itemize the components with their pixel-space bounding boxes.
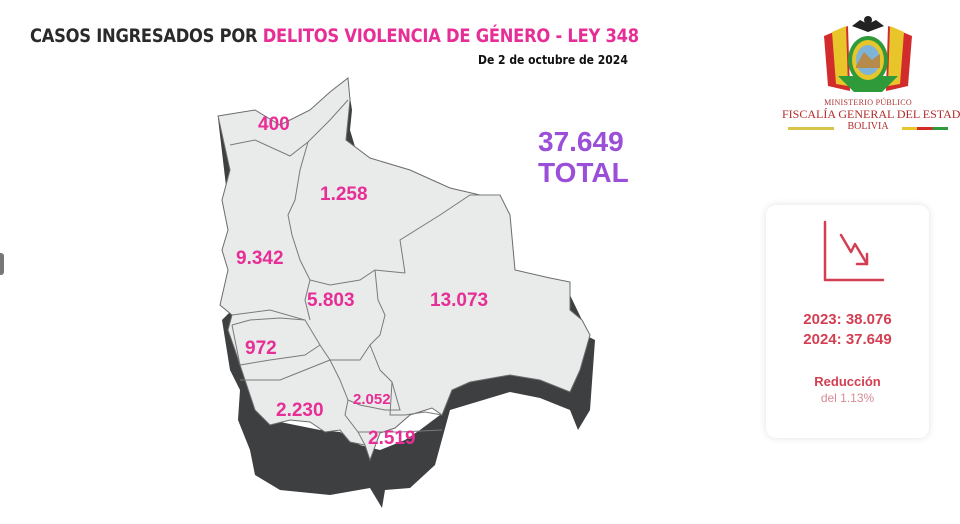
value-2024: 2024: 37.649 [803,331,892,348]
page-title: CASOS INGRESADOS POR DELITOS VIOLENCIA D… [30,25,639,47]
region-value-potosi: 2.230 [276,400,324,421]
coat-of-arms-icon [824,16,912,92]
fiscalia-logo: MINISTERIO PÚBLICO FISCALÍA GENERAL DEL … [782,8,960,136]
reduction-value: del 1.13% [820,391,875,405]
trending-down-chart-icon [823,220,885,282]
total-label: TOTAL [538,157,629,188]
title-highlight: DELITOS VIOLENCIA DE GÉNERO - LEY 348 [262,25,639,47]
logo-bar-left [788,127,834,130]
map-shape [217,77,595,508]
region-value-oruro: 972 [245,338,277,359]
region-value-la-paz: 9.342 [236,248,284,269]
reduction-label: Reducción [814,374,881,389]
logo-line-bolivia: BOLIVIA [847,121,889,132]
region-value-cochabamba: 5.803 [307,290,355,311]
comparison-card: 2023: 38.076 2024: 37.649 Reducción del … [766,205,929,438]
bolivia-map: 400 1.258 9.342 5.803 13.073 972 2.230 2… [210,70,610,510]
region-value-beni: 1.258 [320,184,368,205]
region-value-santa-cruz: 13.073 [430,290,489,311]
value-2023: 2023: 38.076 [803,311,892,328]
total-value: 37.649 [538,126,624,157]
region-value-pando: 400 [258,114,290,135]
region-value-tarija: 2.519 [368,428,416,449]
date-subtitle: De 2 de octubre de 2024 [478,53,628,67]
region-value-chuquisaca: 2.052 [353,391,391,408]
title-prefix: CASOS INGRESADOS POR [30,25,263,47]
total-summary: 37.649 TOTAL [538,126,629,188]
logo-line-ministerio: MINISTERIO PÚBLICO [824,98,912,107]
logo-line-fiscalia: FISCALÍA GENERAL DEL ESTADO [782,107,960,121]
side-panel-handle[interactable] [0,253,4,275]
logo-bar-flag [902,127,948,130]
